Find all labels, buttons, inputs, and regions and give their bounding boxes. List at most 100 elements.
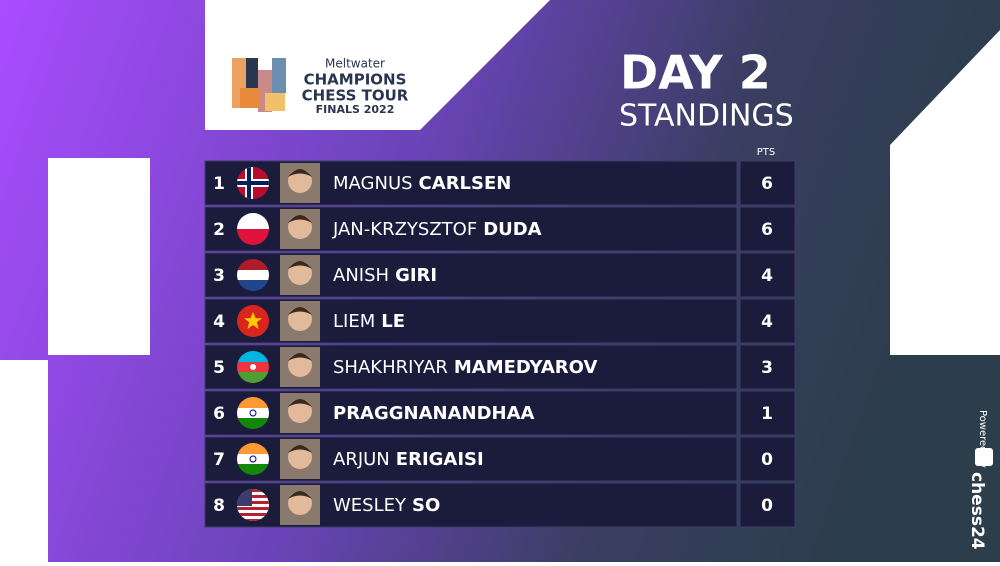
player-name: ARJUN ERIGAISI (333, 449, 484, 470)
rank: 8 (213, 496, 225, 516)
points-cell (739, 436, 796, 482)
player-hair (288, 215, 312, 223)
player-name: JAN-KRZYSZTOF DUDA (332, 219, 542, 240)
logo-mark (232, 58, 286, 112)
rank: 6 (213, 404, 225, 424)
logo-line: FINALS 2022 (316, 103, 395, 116)
player-face (288, 261, 312, 285)
flag-part (237, 443, 269, 454)
subtitle: STANDINGS (619, 99, 794, 134)
player-face (288, 307, 312, 331)
first-name: MAGNUS (333, 173, 413, 194)
points: 6 (761, 174, 773, 194)
points-cell (739, 160, 796, 206)
player-hair (288, 491, 312, 499)
flag-part (237, 229, 269, 245)
flag-part (237, 454, 269, 464)
deco-shape (48, 158, 150, 355)
last-name: GIRI (395, 265, 437, 286)
points: 0 (761, 496, 773, 516)
deco-shape (890, 30, 1000, 355)
flag-part (237, 270, 269, 280)
last-name: ERIGAISI (396, 449, 484, 470)
flag-part (237, 519, 269, 521)
logo-brand: Meltwater (325, 57, 385, 71)
first-name: SHAKHRIYAR (333, 357, 448, 378)
standing-row: 6 PRAGGNANANDHAA 1 (204, 390, 796, 436)
flag (237, 305, 269, 337)
flag (237, 213, 269, 245)
points: 3 (761, 358, 773, 378)
standing-row: 7 ARJUN ERIGAISI 0 (204, 436, 796, 482)
last-name: DUDA (483, 219, 541, 240)
flag-part (237, 397, 269, 408)
flag-part (237, 259, 269, 270)
last-name: CARLSEN (419, 173, 512, 194)
rank: 5 (213, 358, 225, 378)
flag (237, 443, 269, 475)
flag-part (244, 312, 262, 329)
standing-row: 3 ANISH GIRI 4 (204, 252, 796, 298)
flag-part (237, 495, 269, 498)
last-name: LE (381, 311, 405, 332)
player-face (288, 445, 312, 469)
first-name: LIEM (333, 311, 375, 332)
first-name: ANISH (333, 265, 389, 286)
points-header: PTS (757, 147, 776, 158)
deco-shape (0, 360, 48, 562)
standing-row: 1 MAGNUS CARLSEN 6 (204, 160, 796, 206)
player-face (288, 353, 312, 377)
points-cell (739, 252, 796, 298)
points: 4 (761, 266, 773, 286)
player-hair (288, 261, 312, 269)
standings-table: 1 MAGNUS CARLSEN 6 2 JAN-KRZYSZTOF DUDA 6 3 ANISH… (204, 160, 796, 528)
title: DAY 2 (620, 46, 771, 100)
flag (237, 397, 269, 429)
rank: 1 (213, 174, 225, 194)
standing-row: 8 WESLEY SO 0 (204, 482, 796, 528)
player-hair (288, 169, 312, 177)
flag-part (249, 409, 257, 417)
standing-row: 4 LIEM LE 4 (204, 298, 796, 344)
first-name: ARJUN (333, 449, 390, 470)
flag-part (237, 418, 269, 429)
player-name: MAGNUS CARLSEN (333, 173, 511, 194)
flag-part (249, 455, 257, 463)
first-name: JAN-KRZYSZTOF (332, 219, 477, 240)
first-name: WESLEY (333, 495, 407, 516)
player-hair (288, 399, 312, 407)
player-name: LIEM LE (333, 311, 405, 332)
flag-part (237, 489, 269, 492)
player-face (288, 491, 312, 515)
flag-part (250, 364, 256, 370)
flag-part (237, 351, 269, 362)
logo-line: CHESS TOUR (302, 87, 409, 105)
logo-line: CHAMPIONS (304, 71, 407, 89)
standing-row: 2 JAN-KRZYSZTOF DUDA 6 (204, 206, 796, 252)
last-name: PRAGGNANANDHAA (333, 403, 535, 424)
player-name: WESLEY SO (333, 495, 440, 516)
last-name: MAMEDYAROV (454, 357, 598, 378)
flag-part (237, 464, 269, 475)
sponsor-icon (975, 448, 993, 466)
powered-by: Powered by (977, 410, 988, 468)
points: 6 (761, 220, 773, 240)
points-cell (739, 344, 796, 390)
flag-part (237, 280, 269, 291)
player-hair (288, 353, 312, 361)
flag-part (237, 507, 269, 510)
flag-part (237, 501, 269, 504)
flag-part (237, 181, 269, 185)
player-name: SHAKHRIYAR MAMEDYAROV (333, 357, 597, 378)
flag (237, 167, 269, 199)
last-name: SO (412, 495, 440, 516)
player-hair (288, 445, 312, 453)
player-face (288, 169, 312, 193)
flag (237, 259, 269, 291)
player-face (288, 399, 312, 423)
points-cell (739, 390, 796, 436)
points-cell (739, 206, 796, 252)
flag-part (237, 408, 269, 418)
